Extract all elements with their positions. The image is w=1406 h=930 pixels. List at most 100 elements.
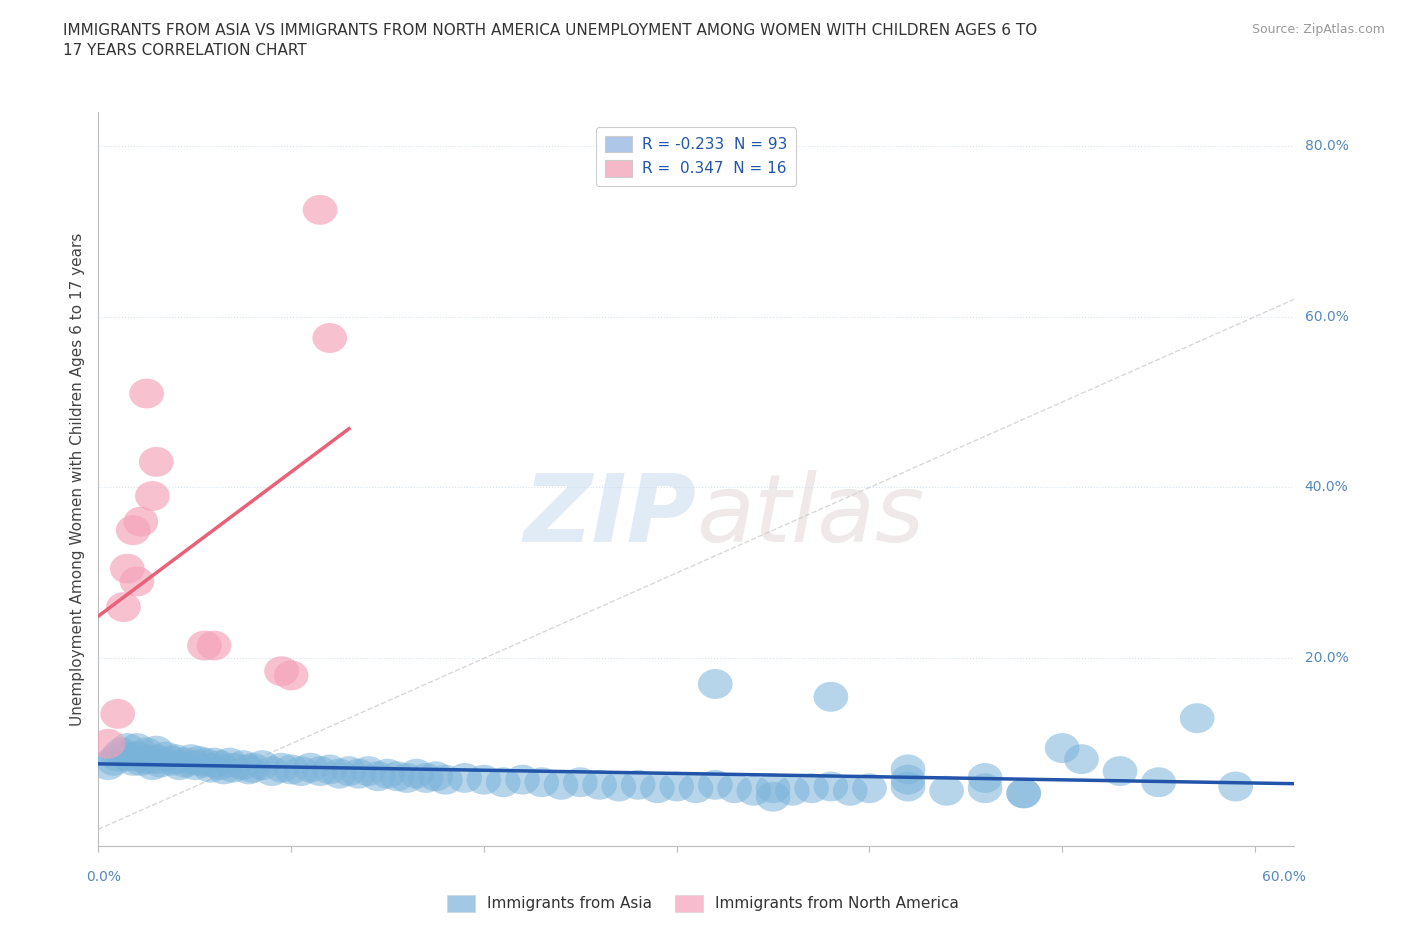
- Ellipse shape: [139, 447, 173, 477]
- Ellipse shape: [697, 669, 733, 699]
- Ellipse shape: [264, 657, 299, 686]
- Ellipse shape: [212, 748, 247, 777]
- Ellipse shape: [149, 741, 183, 772]
- Ellipse shape: [524, 767, 560, 797]
- Ellipse shape: [254, 756, 290, 786]
- Ellipse shape: [302, 756, 337, 786]
- Ellipse shape: [582, 770, 617, 800]
- Ellipse shape: [105, 592, 141, 622]
- Ellipse shape: [177, 751, 212, 780]
- Ellipse shape: [360, 762, 395, 791]
- Ellipse shape: [544, 770, 578, 800]
- Ellipse shape: [129, 737, 165, 767]
- Legend: Immigrants from Asia, Immigrants from North America: Immigrants from Asia, Immigrants from No…: [441, 889, 965, 918]
- Text: 20.0%: 20.0%: [1305, 651, 1348, 665]
- Ellipse shape: [1045, 733, 1080, 763]
- Ellipse shape: [814, 772, 848, 802]
- Ellipse shape: [775, 776, 810, 805]
- Ellipse shape: [419, 762, 453, 791]
- Text: ZIP: ZIP: [523, 470, 696, 562]
- Ellipse shape: [120, 566, 155, 596]
- Ellipse shape: [193, 752, 228, 783]
- Ellipse shape: [167, 748, 202, 777]
- Ellipse shape: [756, 773, 790, 804]
- Ellipse shape: [197, 631, 232, 660]
- Ellipse shape: [197, 748, 232, 777]
- Ellipse shape: [235, 752, 270, 783]
- Ellipse shape: [100, 741, 135, 772]
- Ellipse shape: [129, 379, 165, 408]
- Ellipse shape: [173, 744, 208, 774]
- Ellipse shape: [890, 754, 925, 784]
- Ellipse shape: [602, 772, 637, 802]
- Ellipse shape: [967, 773, 1002, 804]
- Ellipse shape: [187, 748, 222, 777]
- Ellipse shape: [181, 746, 217, 776]
- Text: 0.0%: 0.0%: [87, 870, 121, 884]
- Ellipse shape: [342, 759, 375, 789]
- Ellipse shape: [274, 660, 308, 690]
- Ellipse shape: [143, 748, 177, 777]
- Ellipse shape: [155, 746, 188, 776]
- Ellipse shape: [232, 754, 266, 784]
- Ellipse shape: [562, 767, 598, 797]
- Ellipse shape: [389, 763, 425, 793]
- Ellipse shape: [1064, 744, 1099, 774]
- Ellipse shape: [1180, 703, 1215, 733]
- Ellipse shape: [467, 764, 502, 794]
- Ellipse shape: [352, 756, 385, 786]
- Text: 60.0%: 60.0%: [1305, 310, 1348, 324]
- Ellipse shape: [332, 756, 367, 786]
- Ellipse shape: [217, 752, 250, 783]
- Text: 80.0%: 80.0%: [1305, 139, 1348, 153]
- Ellipse shape: [697, 770, 733, 800]
- Ellipse shape: [409, 763, 443, 793]
- Y-axis label: Unemployment Among Women with Children Ages 6 to 17 years: Unemployment Among Women with Children A…: [70, 232, 86, 725]
- Ellipse shape: [139, 736, 173, 765]
- Ellipse shape: [717, 773, 752, 804]
- Ellipse shape: [100, 699, 135, 729]
- Ellipse shape: [312, 323, 347, 353]
- Ellipse shape: [1007, 778, 1040, 808]
- Ellipse shape: [756, 782, 790, 812]
- Text: 40.0%: 40.0%: [1305, 481, 1348, 495]
- Ellipse shape: [162, 751, 197, 780]
- Ellipse shape: [91, 729, 125, 759]
- Ellipse shape: [890, 772, 925, 802]
- Ellipse shape: [129, 744, 165, 774]
- Ellipse shape: [207, 754, 240, 784]
- Ellipse shape: [187, 631, 222, 660]
- Ellipse shape: [120, 733, 155, 763]
- Ellipse shape: [97, 746, 131, 776]
- Ellipse shape: [621, 770, 655, 800]
- Ellipse shape: [139, 744, 173, 774]
- Ellipse shape: [274, 754, 308, 784]
- Ellipse shape: [110, 741, 145, 772]
- Ellipse shape: [832, 776, 868, 805]
- Ellipse shape: [292, 752, 328, 783]
- Ellipse shape: [640, 773, 675, 804]
- Ellipse shape: [399, 759, 434, 789]
- Ellipse shape: [202, 751, 238, 780]
- Ellipse shape: [302, 195, 337, 225]
- Text: 60.0%: 60.0%: [1261, 870, 1306, 884]
- Text: IMMIGRANTS FROM ASIA VS IMMIGRANTS FROM NORTH AMERICA UNEMPLOYMENT AMONG WOMEN W: IMMIGRANTS FROM ASIA VS IMMIGRANTS FROM …: [63, 23, 1038, 58]
- Ellipse shape: [679, 773, 713, 804]
- Ellipse shape: [427, 764, 463, 794]
- Ellipse shape: [124, 746, 159, 776]
- Ellipse shape: [505, 764, 540, 794]
- Ellipse shape: [264, 752, 299, 783]
- Ellipse shape: [91, 751, 125, 780]
- Ellipse shape: [967, 763, 1002, 793]
- Ellipse shape: [120, 741, 155, 772]
- Ellipse shape: [284, 756, 318, 786]
- Ellipse shape: [929, 776, 965, 805]
- Ellipse shape: [659, 772, 695, 802]
- Ellipse shape: [380, 762, 415, 791]
- Ellipse shape: [225, 751, 260, 780]
- Ellipse shape: [245, 751, 280, 780]
- Ellipse shape: [1102, 756, 1137, 786]
- Ellipse shape: [814, 682, 848, 711]
- Ellipse shape: [104, 737, 139, 767]
- Ellipse shape: [110, 733, 145, 763]
